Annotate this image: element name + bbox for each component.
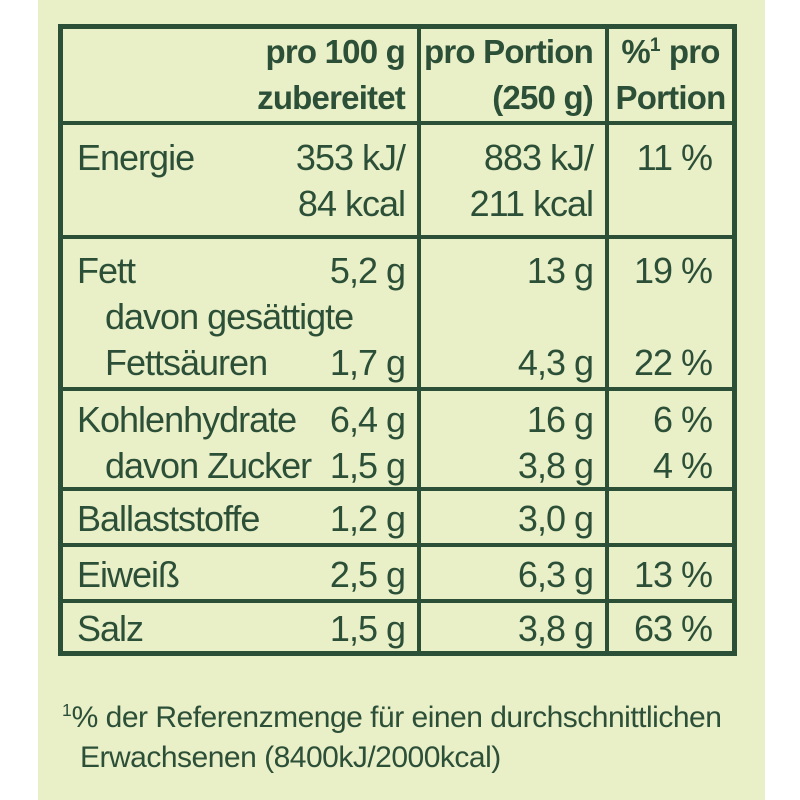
percent-value (609, 181, 732, 227)
fett-line1: Fett 5,2 g (63, 248, 417, 294)
salz-percent-cell: 63 % (609, 603, 732, 651)
percent-value: 4 % (652, 445, 713, 486)
nutrition-table: pro 100 g zubereitet pro Portion (250 g)… (58, 24, 737, 656)
value-per-100g: 84 kcal (297, 183, 406, 224)
header-percent-cell: %1 pro Portion (609, 29, 732, 121)
nutrition-panel: pro 100 g zubereitet pro Portion (250 g)… (38, 0, 765, 800)
value-per-100g: 1,7 g (329, 342, 406, 383)
value-per-portion: 13 g (526, 250, 594, 291)
eiweiss-label-value-cell: Eiweiß 2,5 g (63, 547, 421, 599)
table-row-salz: Salz 1,5 g 3,8 g 63 % (63, 599, 732, 651)
ballaststoffe-line1: Ballaststoffe 1,2 g (63, 496, 417, 542)
percent-value: 11 % (636, 137, 713, 178)
row-sublabel: davon Zucker (105, 445, 312, 486)
value-per-portion (421, 294, 605, 340)
value-per-portion: 6,3 g (517, 554, 594, 595)
row-label: Fett (77, 250, 136, 291)
percent-value: 22 % (633, 342, 713, 383)
percent-value: 13 % (633, 554, 713, 595)
percent-value: 63 % (633, 608, 713, 649)
header-per-100g-line2: zubereitet (257, 79, 406, 116)
row-sublabel: davon gesättigte (105, 296, 354, 337)
value-per-100g: 1,5 g (329, 445, 406, 486)
table-row-fett: Fett 5,2 g davon gesättigte Fettsäuren 1… (63, 235, 732, 387)
ballaststoffe-percent-cell (609, 491, 732, 543)
footnote-reference-sup: 1 (649, 35, 661, 56)
table-row-kohlenhydrate: Kohlenhydrate 6,4 g davon Zucker 1,5 g 1… (63, 387, 732, 487)
energie-label-value-cell: Energie 353 kJ/ 84 kcal (63, 125, 421, 235)
value-per-100g: 353 kJ/ (295, 137, 406, 178)
eiweiss-line1: Eiweiß 2,5 g (63, 552, 417, 598)
percent-value: 19 % (633, 250, 713, 291)
row-sublabel: Fettsäuren (105, 342, 268, 383)
footnote-sup: 1 (62, 700, 72, 720)
eiweiss-portion-cell: 6,3 g (421, 547, 609, 599)
value-per-portion: 3,0 g (517, 498, 594, 539)
percent-value: 6 % (652, 399, 713, 440)
ballaststoffe-label-value-cell: Ballaststoffe 1,2 g (63, 491, 421, 543)
value-per-portion: 3,8 g (517, 608, 594, 649)
energie-line2: 84 kcal (63, 181, 417, 227)
percent-value (609, 294, 732, 340)
value-per-portion: 211 kcal (469, 183, 594, 224)
energie-portion-cell: 883 kJ/ 211 kcal (421, 125, 609, 235)
fett-subline1: davon gesättigte (63, 294, 417, 340)
kohlenhydrate-line1: Kohlenhydrate 6,4 g (63, 397, 417, 443)
header-percent-line2: Portion (615, 79, 727, 116)
value-per-100g: 2,5 g (329, 554, 406, 595)
value-per-100g: 6,4 g (329, 399, 406, 440)
fett-percent-cell: 19 % 22 % (609, 239, 732, 387)
row-label: Kohlenhydrate (77, 399, 297, 440)
fett-portion-cell: 13 g 4,3 g (421, 239, 609, 387)
kohlenhydrate-percent-cell: 6 % 4 % (609, 391, 732, 487)
energie-line1: Energie 353 kJ/ (63, 135, 417, 181)
header-per-100g-cell: pro 100 g zubereitet (63, 29, 421, 121)
value-per-100g: 1,2 g (329, 498, 406, 539)
table-row-ballaststoffe: Ballaststoffe 1,2 g 3,0 g (63, 487, 732, 543)
footnote-line1: 1% der Referenzmenge für einen durchschn… (62, 698, 762, 738)
row-label: Ballaststoffe (77, 498, 260, 539)
value-per-portion: 3,8 g (517, 445, 594, 486)
percent-value (609, 496, 732, 542)
row-label: Eiweiß (77, 554, 180, 595)
kohlenhydrate-portion-cell: 16 g 3,8 g (421, 391, 609, 487)
header-per-portion-line1: pro Portion (423, 33, 594, 70)
eiweiss-percent-cell: 13 % (609, 547, 732, 599)
fett-subline2: Fettsäuren 1,7 g (63, 340, 417, 386)
value-per-100g: 5,2 g (329, 250, 406, 291)
ballaststoffe-portion-cell: 3,0 g (421, 491, 609, 543)
percent-sign: % (621, 33, 650, 70)
energie-percent-cell: 11 % (609, 125, 732, 235)
reference-footnote: 1% der Referenzmenge für einen durchschn… (62, 698, 762, 778)
row-label: Energie (77, 137, 195, 178)
header-per-100g-line1: pro 100 g (265, 33, 405, 70)
footnote-line2: Erwachsenen (8400kJ/2000kcal) (80, 741, 501, 774)
row-label: Salz (77, 608, 144, 649)
fett-label-value-cell: Fett 5,2 g davon gesättigte Fettsäuren 1… (63, 239, 421, 387)
salz-portion-cell: 3,8 g (421, 603, 609, 651)
value-per-portion: 16 g (526, 399, 594, 440)
salz-line1: Salz 1,5 g (63, 606, 417, 652)
header-per-portion-line2: (250 g) (492, 79, 594, 116)
table-row-eiweiss: Eiweiß 2,5 g 6,3 g 13 % (63, 543, 732, 599)
header-percent-line1-rest: pro (660, 33, 721, 70)
footnote-text-line1: % der Referenzmenge für einen durchschni… (71, 701, 722, 734)
value-per-100g: 1,5 g (329, 608, 406, 649)
table-header-row: pro 100 g zubereitet pro Portion (250 g)… (63, 29, 732, 121)
salz-label-value-cell: Salz 1,5 g (63, 603, 421, 651)
value-per-portion: 4,3 g (517, 342, 594, 383)
table-row-energie: Energie 353 kJ/ 84 kcal 883 kJ/ 211 kcal… (63, 121, 732, 235)
value-per-portion: 883 kJ/ (483, 137, 594, 178)
header-per-portion-cell: pro Portion (250 g) (421, 29, 609, 121)
kohlenhydrate-label-value-cell: Kohlenhydrate 6,4 g davon Zucker 1,5 g (63, 391, 421, 487)
header-percent-line1: %1 pro (609, 29, 732, 75)
kohlenhydrate-subline1: davon Zucker 1,5 g (63, 443, 417, 489)
